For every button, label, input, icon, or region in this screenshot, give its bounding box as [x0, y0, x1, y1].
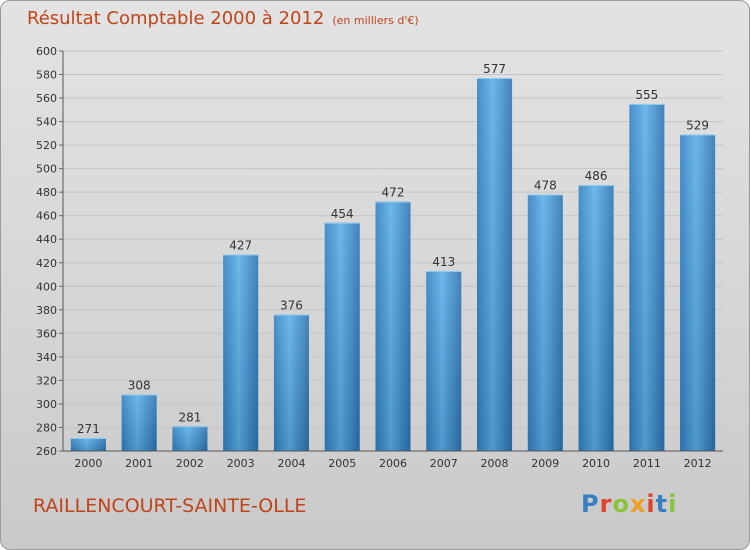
x-tick-label: 2004	[277, 457, 305, 470]
value-label: 376	[280, 299, 303, 313]
x-tick-label: 2007	[430, 457, 458, 470]
value-label: 486	[585, 169, 608, 183]
value-label: 427	[229, 239, 252, 253]
x-tick-label: 2010	[582, 457, 610, 470]
y-axis: 260 280 300 320 340 360 380 400 420 440 460 480 500 5…	[36, 45, 64, 458]
y-tick-label: 600	[36, 45, 57, 58]
x-tick-label: 2003	[227, 457, 255, 470]
value-label: 478	[534, 179, 557, 193]
bar-shade	[629, 103, 665, 452]
x-tick-label: 2006	[379, 457, 407, 470]
logo-letter: P	[581, 490, 600, 518]
x-tick-label: 2002	[176, 457, 204, 470]
value-label: 454	[331, 207, 354, 221]
value-label: 413	[432, 255, 455, 269]
logo-letter: i	[668, 490, 678, 518]
x-tick-label: 2009	[531, 457, 559, 470]
value-label: 281	[178, 410, 201, 424]
logo-letter: r	[599, 490, 613, 518]
value-label: 555	[635, 88, 658, 102]
y-tick-label: 380	[36, 304, 57, 317]
x-axis: 2000 2001 2002 2003 2004 2005 2006 2007 2008 2009…	[63, 450, 723, 470]
bar-shade	[578, 185, 614, 451]
value-label: 529	[686, 119, 709, 133]
y-tick-label: 320	[36, 374, 57, 387]
logo-letter: t	[655, 490, 669, 518]
bar-shade	[223, 254, 259, 451]
bar-shade	[121, 394, 157, 451]
title-unit: (en milliers d'€)	[332, 14, 419, 27]
y-tick-label: 260	[36, 445, 57, 458]
x-tick-label: 2008	[481, 457, 509, 470]
value-labels: 271 308 281 427 376 454 472 413 577 478 486 555 529	[77, 62, 709, 436]
y-tick-label: 400	[36, 280, 57, 293]
proxiti-logo: Proxiti	[581, 490, 677, 518]
bar-shade	[375, 201, 411, 451]
y-tick-label: 460	[36, 210, 57, 223]
x-tick-label: 2001	[125, 457, 153, 470]
value-label: 472	[382, 186, 405, 200]
bar-shade	[477, 78, 513, 451]
y-tick-label: 420	[36, 257, 57, 270]
bar-shade	[172, 426, 208, 451]
logo-letter: i	[646, 490, 656, 518]
value-label: 577	[483, 62, 506, 76]
y-tick-label: 340	[36, 351, 57, 364]
bar-shade	[70, 438, 106, 451]
x-tick-label: 2011	[633, 457, 661, 470]
value-label: 308	[128, 379, 151, 393]
y-tick-label: 360	[36, 327, 57, 340]
logo-letter: x	[629, 490, 647, 518]
y-tick-label: 540	[36, 116, 57, 129]
x-tick-label: 2000	[74, 457, 102, 470]
x-tick-label: 2005	[328, 457, 356, 470]
value-label: 271	[77, 422, 100, 436]
bar-shade	[527, 194, 563, 451]
bar-shade	[426, 271, 462, 451]
y-tick-label: 440	[36, 233, 57, 246]
x-tick-label: 2012	[684, 457, 712, 470]
y-tick-label: 560	[36, 92, 57, 105]
y-tick-label: 280	[36, 421, 57, 434]
bar-shade	[324, 222, 360, 451]
y-tick-label: 480	[36, 186, 57, 199]
y-tick-label: 520	[36, 139, 57, 152]
logo-letter: o	[612, 490, 630, 518]
bars	[70, 78, 716, 452]
bar-shade	[680, 134, 716, 451]
y-tick-label: 500	[36, 163, 57, 176]
y-tick-label: 300	[36, 398, 57, 411]
y-tick-label: 580	[36, 69, 57, 82]
title-text: Résultat Comptable 2000 à 2012	[27, 8, 325, 29]
town-name: RAILLENCOURT-SAINTE-OLLE	[33, 495, 307, 517]
bar-shade	[273, 314, 309, 451]
chart-title: Résultat Comptable 2000 à 2012 (en millie…	[27, 8, 419, 29]
